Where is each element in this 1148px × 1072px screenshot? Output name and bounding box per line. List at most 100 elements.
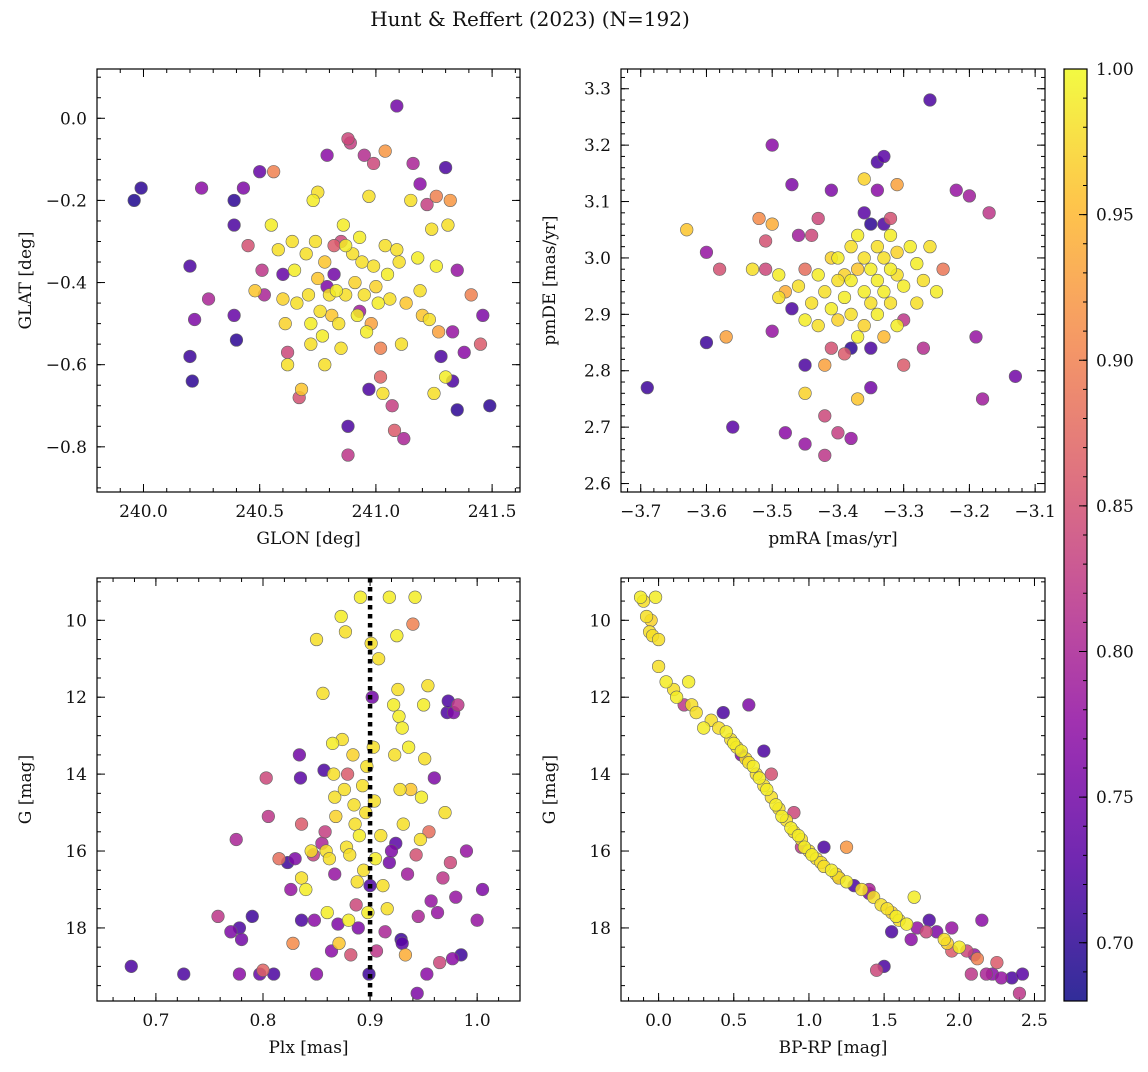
data-point (402, 740, 416, 754)
colorbar-tick-label: 0.80 (1096, 643, 1134, 663)
data-point (201, 292, 216, 306)
data-point (307, 913, 321, 927)
y-tick-label: 10 (65, 611, 87, 631)
y-tick-label: −0.4 (46, 274, 87, 294)
data-point (937, 932, 951, 947)
data-point (350, 875, 364, 889)
data-point (357, 288, 371, 302)
data-point (384, 844, 399, 858)
scatter-points (124, 590, 490, 1000)
x-tick-label: −3.2 (949, 502, 990, 522)
data-point (857, 206, 871, 220)
data-point (341, 419, 355, 433)
data-point (285, 234, 299, 249)
y-tick-label: 3.0 (584, 249, 611, 269)
data-point (316, 686, 330, 700)
data-point (227, 308, 241, 323)
x-tick-label: 2.0 (946, 1011, 973, 1031)
data-point (390, 99, 404, 113)
data-point (945, 921, 959, 935)
data-point (352, 829, 366, 843)
data-point (670, 690, 684, 704)
y-tick-label: 14 (65, 765, 87, 785)
data-point (851, 228, 865, 242)
data-point (424, 894, 438, 908)
data-point (393, 782, 407, 797)
data-point (425, 222, 439, 236)
data-point (376, 879, 390, 893)
data-point (436, 871, 450, 885)
data-point (224, 925, 238, 939)
axes-frame (620, 577, 1046, 1002)
y-tick-label: 18 (65, 919, 87, 939)
data-point (429, 259, 443, 273)
data-point (325, 736, 340, 750)
data-point (900, 917, 914, 931)
data-point (357, 148, 371, 162)
data-point (443, 193, 457, 208)
data-point (791, 829, 806, 843)
data-point (127, 193, 141, 208)
data-point (327, 238, 341, 253)
data-point (785, 302, 799, 316)
y-tick-label: 16 (589, 842, 611, 862)
data-point (864, 217, 878, 231)
data-point (418, 752, 432, 766)
data-point (883, 211, 898, 226)
data-point (475, 882, 490, 897)
data-point (301, 288, 316, 302)
data-point (341, 132, 355, 146)
data-point (299, 247, 313, 261)
data-point (383, 292, 397, 306)
y-tick-label: 2.7 (584, 418, 611, 438)
data-point (798, 313, 812, 327)
data-point (353, 230, 367, 244)
y-axis-label: G [mag] (16, 755, 36, 824)
data-point (311, 271, 325, 286)
data-point (347, 798, 361, 812)
data-point (975, 913, 989, 927)
data-point (1015, 967, 1030, 981)
data-point (445, 325, 460, 339)
data-point (785, 178, 799, 192)
data-point (903, 240, 917, 254)
data-point (818, 448, 832, 462)
data-point (351, 921, 365, 935)
x-tick-label: −3.7 (620, 502, 661, 522)
data-point (278, 317, 292, 331)
data-point (264, 218, 278, 232)
y-tick-label: 16 (65, 842, 87, 862)
data-point (341, 448, 355, 462)
data-point (851, 262, 865, 276)
data-point (255, 263, 269, 277)
data-point (286, 936, 300, 950)
data-point (366, 156, 381, 171)
data-point (648, 590, 663, 604)
data-point (811, 319, 825, 333)
data-point (919, 925, 933, 939)
colorbar: 0.70 0.75 0.80 0.85 0.90 0.95 1.00 (1063, 60, 1134, 1002)
data-point (432, 325, 446, 339)
data-point (857, 285, 871, 299)
colorbar-tick-label: 0.90 (1096, 351, 1134, 371)
x-tick-label: −3.5 (752, 502, 793, 522)
data-point (651, 659, 666, 674)
x-tick-label: −3.3 (883, 502, 924, 522)
data-point (304, 337, 318, 351)
data-point (334, 341, 348, 355)
y-tick-label: 2.6 (584, 475, 611, 495)
data-point (229, 832, 243, 847)
y-tick-label: 12 (65, 688, 87, 708)
x-tick-label: 2.5 (1021, 1011, 1048, 1031)
data-point (851, 330, 865, 344)
data-point (188, 312, 202, 327)
data-point (697, 721, 711, 735)
data-point (689, 705, 703, 720)
data-point (304, 317, 318, 331)
data-point (391, 682, 405, 697)
data-point (373, 341, 388, 355)
data-point (408, 590, 422, 604)
data-point (450, 403, 464, 417)
x-tick-label: 0.9 (357, 1011, 384, 1031)
data-point (805, 228, 819, 242)
